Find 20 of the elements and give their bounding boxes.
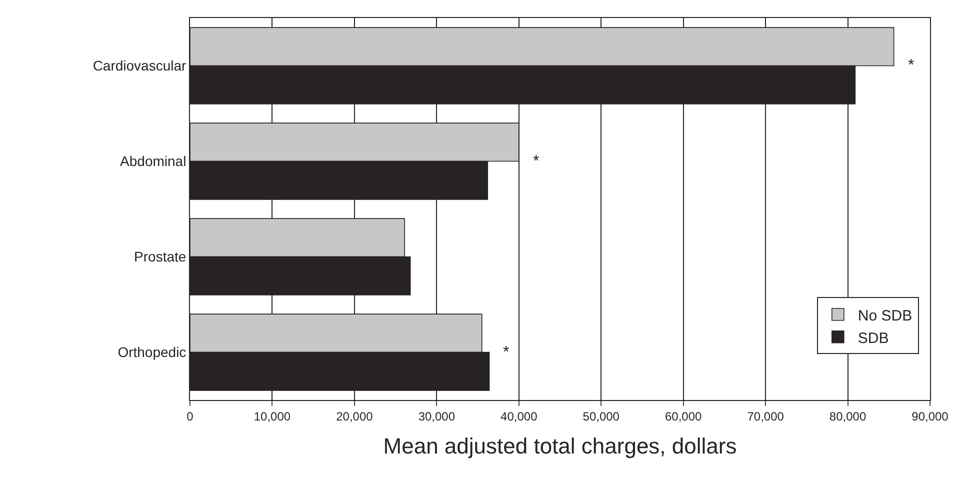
x-tick-label: 40,000 [500, 409, 538, 424]
y-tick-label: Abdominal [120, 153, 186, 170]
legend-label: SDB [858, 330, 889, 347]
x-tick-label: 0 [186, 409, 194, 424]
x-tick-label: 50,000 [582, 409, 620, 424]
x-tick-label: 10,000 [254, 409, 291, 424]
x-tick-label: 90,000 [912, 409, 949, 424]
x-tick-label: 80,000 [829, 409, 866, 424]
y-tick-label: Orthopedic [118, 344, 186, 360]
legend-label: No SDB [858, 307, 912, 324]
x-tick-label: 20,000 [336, 409, 374, 424]
y-tick-label: Cardiovascular [92, 58, 187, 74]
annotation: * [503, 344, 510, 361]
x-axis-title: Mean adjusted total charges, dollars [383, 433, 737, 458]
x-tick-label: 30,000 [418, 409, 456, 424]
x-tick-label: 60,000 [664, 409, 702, 424]
annotation: * [908, 57, 914, 74]
y-tick-label: Prostate [134, 248, 186, 265]
annotation: * [533, 153, 540, 170]
x-tick-label: 70,000 [747, 409, 784, 424]
